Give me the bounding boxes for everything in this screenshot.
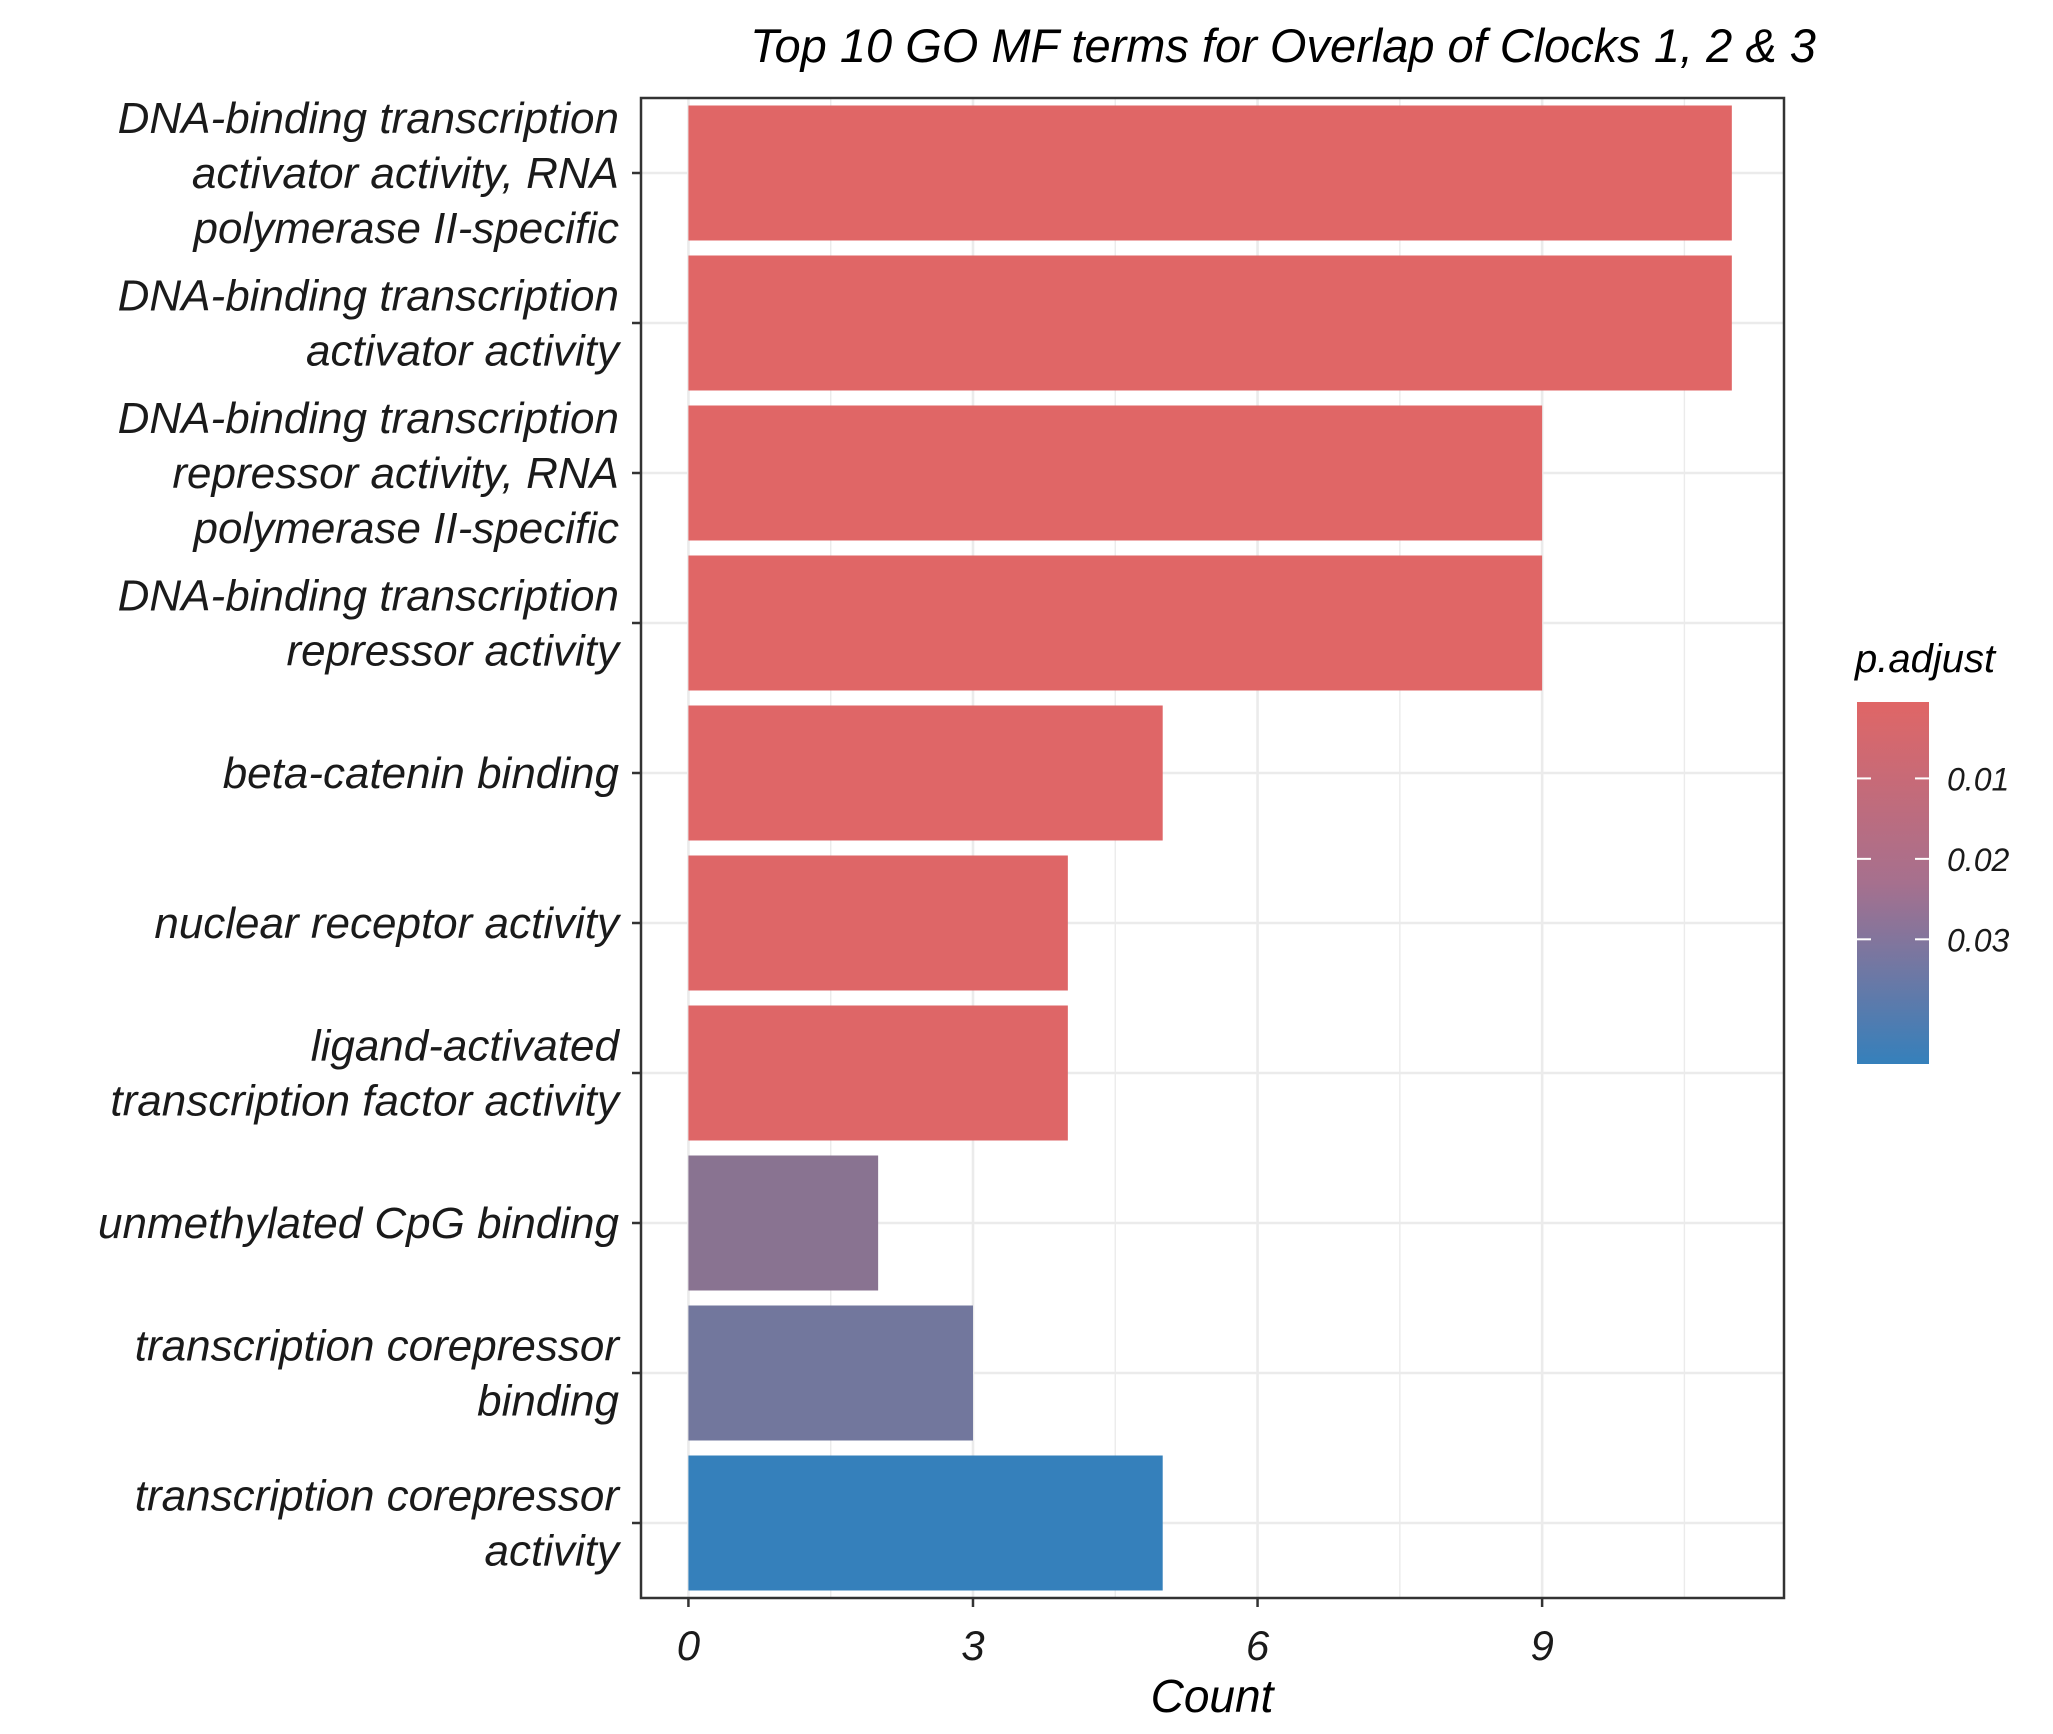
bars [688,105,1732,1591]
x-axis-title: Count [1151,1670,1276,1722]
category-label: nuclear receptor activity [154,899,622,948]
bar [688,255,1732,391]
x-tick-label: 3 [961,1622,984,1669]
bar [688,555,1543,691]
category-label-line: DNA-binding transcription [118,572,619,621]
category-label-line: DNA-binding transcription [118,394,619,443]
category-label-line: polymerase II-specific [192,204,619,253]
category-label: ligand-activated transcription factor act… [110,1022,622,1126]
category-label: DNA-binding transcription repressor activ… [118,394,619,553]
legend-tick-label: 0.01 [1947,761,2009,797]
x-axis: 0 3 6 9 [677,1598,1554,1669]
category-label-line: transcription corepressor [135,1322,622,1371]
category-label-line: activator activity, RNA [192,149,619,198]
x-tick-label: 9 [1530,1622,1553,1669]
x-tick-label: 0 [677,1622,701,1669]
category-label: unmethylated CpG binding [98,1199,620,1248]
bar [688,405,1543,541]
x-tick-label: 6 [1246,1622,1270,1669]
category-label-line: repressor activity [286,627,622,676]
category-label-line: ligand-activated [311,1022,621,1071]
category-label-line: repressor activity, RNA [172,449,619,498]
legend-tick-label: 0.02 [1947,842,2009,878]
category-label: beta-catenin binding [223,749,620,798]
category-label-line: activity [485,1527,622,1576]
category-label-line: DNA-binding transcription [118,94,619,143]
category-label: DNA-binding transcription repressor activ… [118,572,622,676]
legend-tick-label: 0.03 [1947,922,2009,958]
bar [688,1305,973,1441]
category-label: transcription corepressor activity [135,1472,622,1576]
legend: p.adjust 0.01 0.02 0.03 [1854,637,2009,1064]
category-label-line: activator activity [306,327,622,376]
legend-title: p.adjust [1854,637,1997,681]
category-label-line: nuclear receptor activity [154,899,622,948]
bar [688,1455,1163,1591]
legend-colorbar [1857,702,1929,1064]
bar [688,1005,1068,1141]
category-label-line: unmethylated CpG binding [98,1199,620,1248]
category-label-line: polymerase II-specific [192,504,619,553]
bar [688,855,1068,991]
category-label-line: beta-catenin binding [223,749,620,798]
category-label: DNA-binding transcription activator activ… [118,272,622,376]
category-label-line: transcription corepressor [135,1472,622,1521]
category-label-line: transcription factor activity [110,1077,622,1126]
bar [688,705,1163,841]
legend-ticks: 0.01 0.02 0.03 [1857,761,2009,958]
category-label-line: DNA-binding transcription [118,272,619,321]
category-label: DNA-binding transcription activator activ… [118,94,619,253]
chart-title: Top 10 GO MF terms for Overlap of Clocks… [750,19,1816,72]
panel-border [639,96,1786,1600]
y-axis: DNA-binding transcription activator activ… [98,94,641,1576]
category-label: transcription corepressor binding [135,1322,622,1426]
category-label-line: binding [477,1377,619,1426]
bar [688,1155,879,1291]
bar [688,105,1732,241]
